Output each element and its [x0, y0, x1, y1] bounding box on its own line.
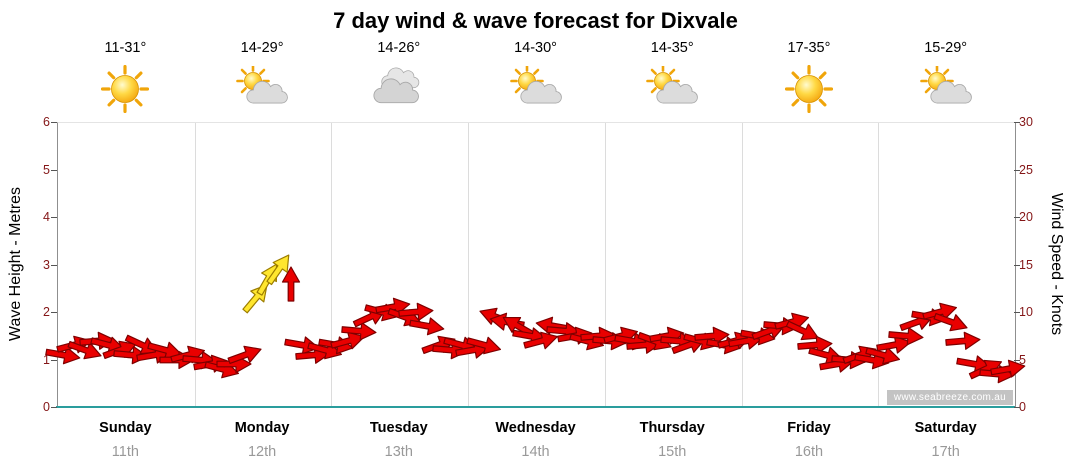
wind-arrow-red: [887, 324, 925, 347]
tick-mark: [51, 217, 57, 218]
wind-arrow-red: [328, 326, 368, 355]
temperature-row: 11-31° 14-29° 14-26° 14-30° 14-35° 17-35° 15-2…: [57, 40, 1014, 56]
tick-mark: [1014, 359, 1020, 361]
day-date-sunday: 11th: [111, 444, 139, 460]
tick-mark: [1014, 169, 1020, 171]
wind-arrow-red: [408, 313, 447, 339]
day-label-thursday: Thursday: [639, 420, 705, 436]
wind-arrow-red: [931, 306, 972, 337]
temp-range-thursday: 14-35°: [650, 40, 694, 56]
weather-icon-sun-cloud-thursday: [604, 62, 741, 116]
day-date-thursday: 15th: [658, 444, 687, 460]
day-date-row: 11th 12th 13th 14th 15th 16th 17th: [57, 444, 1014, 460]
tick-mark: [51, 122, 57, 123]
wave-tick-3: 3: [43, 257, 50, 272]
wind-arrow-red: [772, 307, 812, 336]
day-gridline: [878, 123, 880, 408]
temp-range-monday: 14-29°: [240, 40, 284, 56]
wind-tick-10: 10: [1019, 305, 1033, 319]
day-label-friday: Friday: [787, 420, 831, 436]
day-label-tuesday: Tuesday: [369, 420, 428, 436]
wave-tick-5: 5: [43, 162, 50, 177]
tick-mark: [51, 264, 57, 266]
day-label-monday: Monday: [234, 420, 290, 436]
temp-range-tuesday: 14-26°: [377, 40, 421, 56]
wave-tick-1: 1: [43, 352, 50, 367]
weather-icon-sun-cloud-wednesday: [467, 62, 604, 116]
wind-arrow-red: [863, 340, 903, 369]
tick-mark: [1014, 312, 1020, 313]
wind-axis-label: Wind Speed - Knots: [1048, 192, 1065, 336]
day-gridline: [331, 123, 333, 408]
wind-arrow-red: [99, 334, 140, 365]
wind-arrow-red: [340, 319, 378, 342]
tick-mark: [1014, 407, 1020, 408]
wave-axis-label: Wave Height - Metres: [7, 186, 24, 342]
weather-icon-row: [57, 62, 1014, 116]
wave-tick-6: 6: [43, 115, 50, 129]
wind-arrow-yellow: [261, 249, 298, 290]
wind-arrow-red: [464, 331, 504, 360]
x-axis-baseline: [56, 406, 1015, 408]
day-gridline: [194, 123, 196, 408]
day-date-friday: 16th: [794, 444, 824, 460]
day-gridline: [741, 123, 743, 408]
day-label-saturday: Saturday: [914, 420, 977, 436]
wind-tick-30: 30: [1019, 115, 1033, 129]
day-date-tuesday: 13th: [384, 444, 413, 460]
tick-mark: [51, 312, 57, 313]
weather-icon-sun-cloud-saturday: [877, 62, 1014, 116]
wind-arrow-red: [397, 300, 435, 323]
day-date-monday: 12th: [247, 444, 277, 460]
day-date-wednesday: 14th: [521, 444, 550, 460]
wind-arrow-red: [920, 298, 960, 327]
wind-tick-5: 5: [1019, 352, 1026, 367]
day-date-saturday: 17th: [931, 444, 960, 460]
temp-range-friday: 17-35°: [787, 40, 831, 56]
weather-icon-sun-sunday: [57, 62, 194, 116]
tick-mark: [1014, 122, 1020, 123]
wave-tick-0: 0: [43, 400, 50, 414]
wind-arrow-red: [283, 332, 322, 358]
wind-arrow-red: [225, 339, 266, 370]
tick-mark: [1014, 264, 1020, 266]
wind-tick-15: 15: [1019, 257, 1033, 272]
wind-tick-20: 20: [1019, 210, 1033, 224]
wind-arrow-red: [783, 314, 824, 347]
wind-arrow-red: [693, 324, 731, 347]
temp-range-wednesday: 14-30°: [514, 40, 557, 56]
day-label-sunday: Sunday: [99, 420, 152, 436]
day-gridline: [604, 123, 606, 408]
day-name-row: Sunday Monday Tuesday Wednesday Thursday Frid…: [57, 420, 1014, 436]
weather-icon-sun-friday: [741, 62, 878, 116]
wind-arrow-red: [65, 334, 106, 365]
wind-arrow-red: [875, 332, 914, 358]
day-label-wednesday: Wednesday: [495, 420, 576, 436]
wind-arrow-red: [43, 342, 82, 368]
wind-arrow-red: [796, 334, 834, 357]
tick-mark: [51, 407, 57, 408]
tick-mark: [1014, 217, 1020, 218]
wave-tick-2: 2: [43, 305, 50, 319]
wind-arrow-red: [944, 329, 982, 352]
wind-tick-25: 25: [1019, 162, 1033, 177]
temp-range-sunday: 11-31°: [104, 40, 147, 56]
wind-arrow-red: [989, 356, 1028, 382]
tick-mark: [51, 169, 57, 171]
page-title: 7 day wind & wave forecast for Dixvale: [333, 8, 738, 33]
wave-tick-4: 4: [43, 210, 50, 224]
weather-icon-cloud-tuesday: [330, 62, 467, 116]
weather-icon-sun-cloud-monday: [194, 62, 331, 116]
wind-arrow-red: [281, 265, 301, 302]
day-gridline: [468, 123, 470, 408]
temp-range-saturday: 15-29°: [924, 40, 968, 56]
wind-arrow-red: [521, 326, 561, 355]
tick-mark: [51, 359, 57, 361]
watermark: www.seabreeze.com.au: [886, 390, 1013, 405]
wind-tick-0: 0: [1019, 400, 1026, 414]
